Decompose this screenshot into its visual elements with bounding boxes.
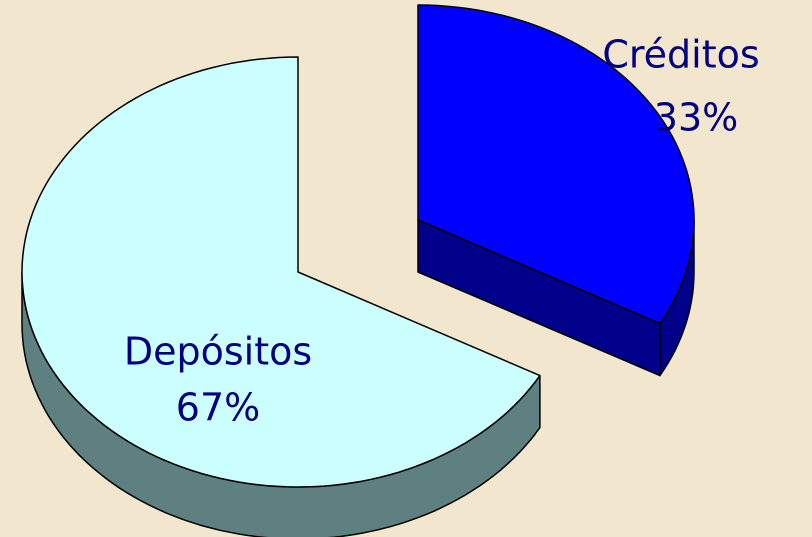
- category-label: Créditos: [602, 33, 759, 77]
- category-label: Depósitos: [124, 330, 312, 374]
- slice-sides: [21, 219, 695, 537]
- pie: [21, 4, 695, 537]
- value-label: 67%: [176, 386, 260, 430]
- slice-label: Créditos 33%: [602, 33, 759, 140]
- slice-tops: [21, 4, 695, 488]
- slice: [21, 56, 541, 488]
- slice: [417, 4, 695, 325]
- slice-label: Depósitos 67%: [124, 330, 312, 430]
- value-label: 33%: [654, 96, 738, 140]
